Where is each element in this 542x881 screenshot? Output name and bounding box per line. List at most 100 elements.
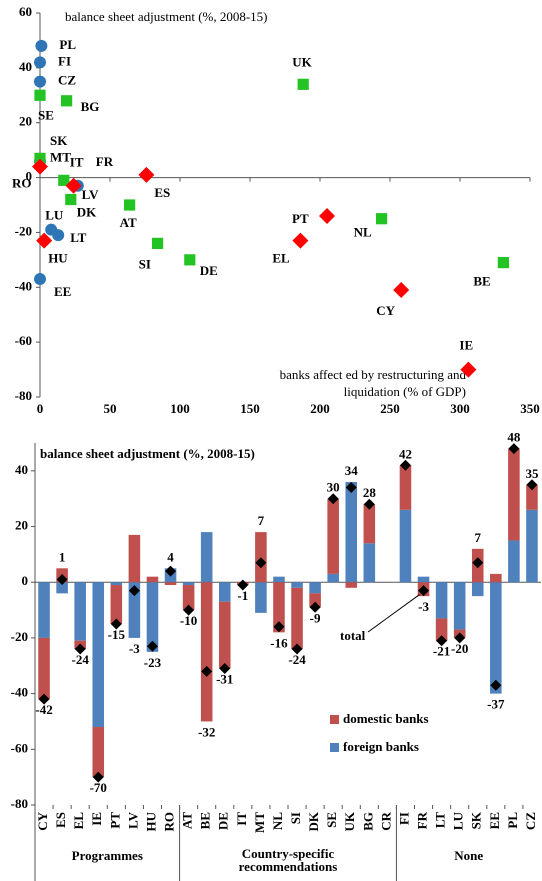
point-label: SE <box>38 107 54 122</box>
value-label: 35 <box>525 466 539 481</box>
point-label: LV <box>82 187 99 202</box>
bar-segment <box>309 593 321 608</box>
total-marker <box>418 585 430 597</box>
value-label: 30 <box>327 480 340 495</box>
total-marker <box>291 643 303 655</box>
total-marker <box>110 618 122 630</box>
bar-segment <box>218 582 231 602</box>
value-label: -24 <box>72 652 90 667</box>
total-marker <box>38 693 50 705</box>
point-label: DK <box>77 204 97 219</box>
total-marker <box>273 621 285 633</box>
value-label: 7 <box>258 513 265 528</box>
group-label: None <box>454 848 483 863</box>
bar-segment <box>273 582 285 633</box>
point <box>34 75 46 88</box>
point <box>138 166 155 183</box>
total-marker <box>74 643 86 655</box>
point <box>32 158 48 175</box>
point <box>297 78 309 90</box>
value-label: -20 <box>451 641 468 656</box>
x-tick-label: FR <box>415 811 430 829</box>
x-tick-label: PT <box>107 812 122 829</box>
bar-segment <box>200 532 213 583</box>
value-label: 42 <box>399 446 412 461</box>
total-marker <box>345 482 357 494</box>
bar-segment <box>182 585 195 611</box>
value-label: -21 <box>433 644 450 659</box>
point <box>124 199 136 211</box>
bar-segment <box>182 582 195 586</box>
bar-segment <box>345 481 358 583</box>
bar-segment <box>309 582 321 594</box>
bar-segment <box>508 540 520 583</box>
bar-segment <box>291 587 303 650</box>
bar-segment <box>526 509 538 583</box>
total-marker <box>526 479 538 491</box>
point <box>58 174 70 186</box>
bar-segment <box>363 543 376 583</box>
point <box>65 177 82 194</box>
bar-segment <box>38 582 50 638</box>
total-marker <box>327 493 339 505</box>
y-tick-label: -60 <box>11 740 28 755</box>
x-tick-label: IT <box>234 812 249 826</box>
point-label: PT <box>292 211 309 226</box>
group-label: recommendations <box>239 859 338 874</box>
bar-segment <box>327 573 339 583</box>
point-label: LT <box>70 230 86 245</box>
y-tick-label: -80 <box>11 796 28 811</box>
point <box>460 361 477 378</box>
point <box>292 232 309 249</box>
point-label: CZ <box>58 73 76 88</box>
group-label: Country-specific <box>242 846 335 861</box>
point <box>34 56 46 69</box>
value-label: 4 <box>167 549 174 564</box>
value-label: 48 <box>507 430 521 445</box>
point-label: CY <box>376 303 395 318</box>
x-tick-label: 100 <box>170 401 190 416</box>
bar-segment <box>417 576 430 583</box>
point <box>34 152 46 164</box>
x-tick-label: ES <box>53 812 68 828</box>
total-marker <box>399 459 411 471</box>
point-label: FI <box>58 53 71 68</box>
value-label: -24 <box>288 652 306 667</box>
total-marker <box>56 573 68 585</box>
point-label: UK <box>292 54 312 69</box>
x-tick-label: BG <box>360 812 375 831</box>
value-label: -9 <box>310 610 321 625</box>
y-axis-title: balance sheet adjustment (%, 2008-15) <box>65 9 268 24</box>
legend-swatch <box>330 715 339 724</box>
y-tick-label: 60 <box>19 4 32 19</box>
bar-segment <box>92 727 105 778</box>
total-marker <box>165 565 177 577</box>
y-tick-label: 40 <box>19 59 32 74</box>
bar-segment <box>255 532 267 583</box>
point <box>184 254 196 266</box>
x-tick-label: DK <box>306 811 321 831</box>
x-tick-label: 200 <box>310 401 330 416</box>
value-label: 7 <box>475 530 482 545</box>
x-tick-label: RO <box>162 812 177 832</box>
bar-segment <box>128 582 141 638</box>
x-tick-label: MT <box>252 812 267 833</box>
point-label: MT <box>50 149 71 164</box>
point-label: PL <box>59 37 76 52</box>
y-tick-label: -20 <box>11 629 28 644</box>
bar-segment <box>399 509 412 583</box>
x-tick-label: SK <box>469 811 484 829</box>
bar-segment <box>453 582 466 630</box>
total-marker <box>490 679 502 691</box>
legend-label: foreign banks <box>343 739 419 754</box>
x-tick-label: CY <box>35 811 50 830</box>
bar-segment <box>291 582 303 588</box>
x-tick-label: LV <box>125 811 140 828</box>
x-tick-label: 0 <box>37 401 44 416</box>
total-marker <box>92 771 104 783</box>
point-label: EE <box>54 284 71 299</box>
annotation-arrow <box>367 594 420 633</box>
x-axis-title: banks affect ed by restructuring and <box>280 367 467 382</box>
x-tick-label: UK <box>342 811 357 831</box>
